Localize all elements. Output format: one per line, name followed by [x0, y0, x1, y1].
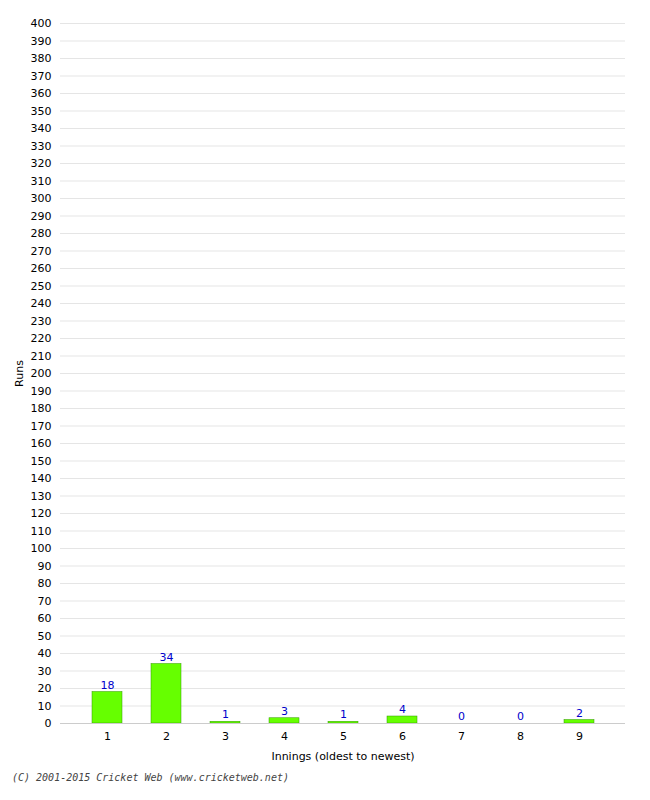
svg-text:120: 120 — [31, 507, 52, 520]
svg-text:1: 1 — [104, 730, 111, 743]
svg-text:2: 2 — [163, 730, 170, 743]
svg-text:0: 0 — [45, 717, 52, 730]
svg-text:70: 70 — [38, 595, 52, 608]
svg-text:270: 270 — [31, 245, 52, 258]
svg-text:34: 34 — [160, 651, 174, 664]
svg-text:3: 3 — [281, 705, 288, 718]
svg-text:0: 0 — [517, 710, 524, 723]
svg-text:140: 140 — [31, 472, 52, 485]
svg-text:Innings (oldest to newest): Innings (oldest to newest) — [271, 750, 414, 763]
svg-text:1: 1 — [222, 708, 229, 721]
svg-text:60: 60 — [38, 612, 52, 625]
svg-text:9: 9 — [576, 730, 583, 743]
svg-text:200: 200 — [31, 367, 52, 380]
svg-text:7: 7 — [458, 730, 465, 743]
svg-text:110: 110 — [31, 525, 52, 538]
svg-text:40: 40 — [38, 647, 52, 660]
svg-text:320: 320 — [31, 157, 52, 170]
svg-text:180: 180 — [31, 402, 52, 415]
svg-text:300: 300 — [31, 192, 52, 205]
svg-text:150: 150 — [31, 455, 52, 468]
svg-text:330: 330 — [31, 140, 52, 153]
html-text:(C) 2001-2015 Cricket Web (www: (C) 2001-2015 Cricket Web (www.cricketwe… — [12, 772, 289, 783]
svg-text:390: 390 — [31, 35, 52, 48]
svg-text:4: 4 — [399, 703, 406, 716]
svg-text:18: 18 — [101, 679, 115, 692]
svg-text:1: 1 — [340, 708, 347, 721]
svg-text:100: 100 — [31, 542, 52, 555]
svg-text:240: 240 — [31, 297, 52, 310]
svg-text:380: 380 — [31, 52, 52, 65]
svg-text:360: 360 — [31, 87, 52, 100]
svg-text:340: 340 — [31, 122, 52, 135]
svg-text:220: 220 — [31, 332, 52, 345]
svg-text:Runs: Runs — [13, 360, 26, 387]
svg-text:5: 5 — [340, 730, 347, 743]
svg-text:370: 370 — [31, 70, 52, 83]
svg-text:310: 310 — [31, 175, 52, 188]
svg-text:280: 280 — [31, 227, 52, 240]
svg-text:190: 190 — [31, 385, 52, 398]
svg-text:2: 2 — [576, 707, 583, 720]
svg-text:20: 20 — [38, 682, 52, 695]
svg-text:8: 8 — [517, 730, 524, 743]
svg-text:400: 400 — [31, 17, 52, 30]
svg-text:4: 4 — [281, 730, 288, 743]
svg-text:350: 350 — [31, 105, 52, 118]
svg-text:230: 230 — [31, 315, 52, 328]
svg-text:80: 80 — [38, 577, 52, 590]
svg-text:160: 160 — [31, 437, 52, 450]
svg-text:3: 3 — [222, 730, 229, 743]
svg-text:130: 130 — [31, 490, 52, 503]
svg-text:290: 290 — [31, 210, 52, 223]
svg-text:6: 6 — [399, 730, 406, 743]
svg-text:210: 210 — [31, 350, 52, 363]
svg-text:30: 30 — [38, 665, 52, 678]
svg-text:0: 0 — [458, 710, 465, 723]
svg-text:250: 250 — [31, 280, 52, 293]
svg-text:50: 50 — [38, 630, 52, 643]
svg-text:90: 90 — [38, 560, 52, 573]
svg-text:10: 10 — [38, 700, 52, 713]
svg-text:170: 170 — [31, 420, 52, 433]
svg-text:260: 260 — [31, 262, 52, 275]
